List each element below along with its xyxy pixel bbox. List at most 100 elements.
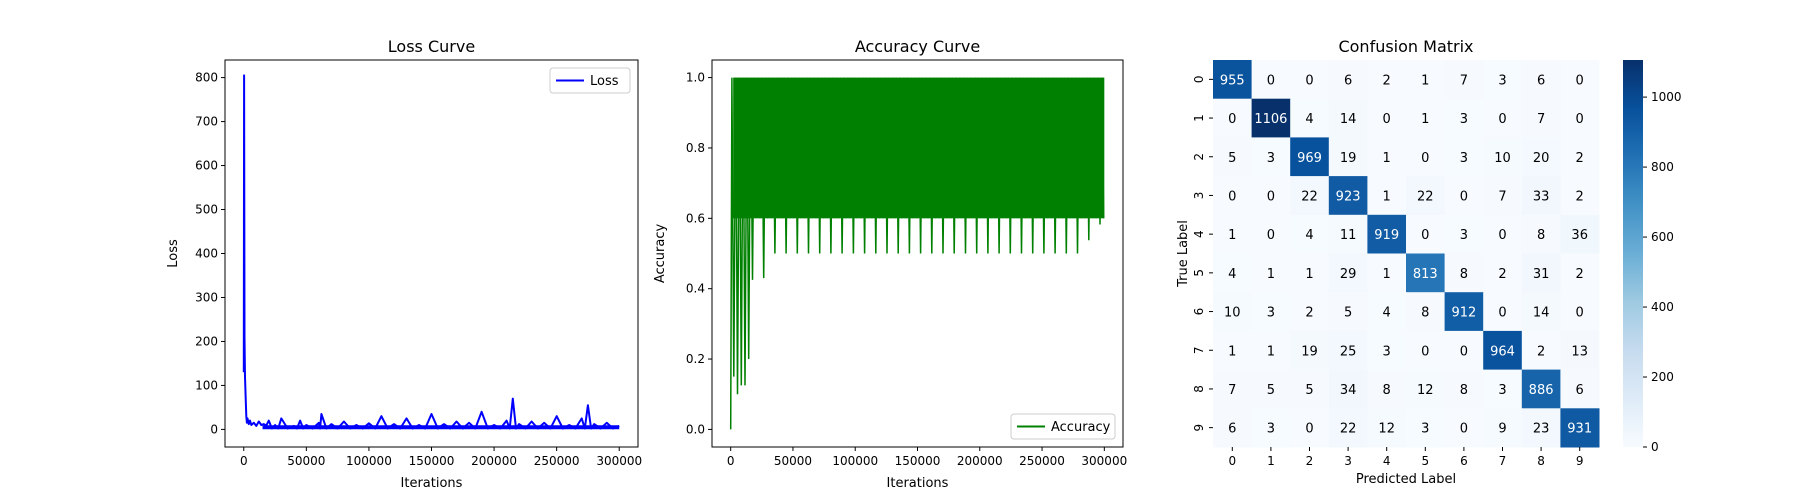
x-tick-label: 100000 [346, 454, 392, 468]
y-tick-label: 8 [1192, 385, 1206, 393]
cell-value-label: 919 [1374, 228, 1399, 243]
heatmap-cell [1328, 292, 1368, 332]
cell-value-label: 7 [1460, 73, 1468, 88]
cell-value-label: 1 [1383, 151, 1391, 166]
heatmap-cell [1406, 176, 1446, 216]
y-tick-label: 2 [1192, 153, 1206, 161]
x-tick-label: 6 [1460, 454, 1468, 468]
cell-value-label: 8 [1421, 306, 1429, 321]
heatmap-cell [1328, 369, 1368, 409]
cell-value-label: 0 [1228, 112, 1236, 127]
cell-value-label: 931 [1567, 422, 1592, 437]
y-tick-label: 0 [210, 422, 218, 436]
cell-value-label: 1 [1267, 267, 1275, 282]
colorbar-tick-label: 0 [1651, 440, 1659, 454]
heatmap-cell [1406, 330, 1446, 371]
heatmap-cell [1560, 176, 1600, 216]
heatmap-cell [1483, 408, 1523, 448]
chart-title: Accuracy Curve [855, 37, 980, 56]
cell-value-label: 1 [1421, 112, 1429, 127]
y-tick-label: 800 [195, 71, 218, 85]
x-tick-label: 3 [1344, 454, 1352, 468]
legend: Loss [549, 67, 631, 94]
cell-value-label: 0 [1267, 73, 1275, 88]
heatmap-cell [1290, 330, 1330, 371]
heatmap-cell [1521, 330, 1561, 371]
heatmap-cell [1213, 253, 1253, 293]
heatmap-cell [1521, 369, 1561, 409]
heatmap-cell [1521, 214, 1561, 254]
legend-box [549, 67, 631, 94]
heatmap-cell [1213, 369, 1253, 409]
legend-label: Accuracy [1051, 420, 1111, 435]
legend: Accuracy [1010, 413, 1116, 440]
heatmap-cell [1560, 98, 1600, 138]
colorbar-tick-label: 400 [1651, 300, 1674, 314]
plot-frame [711, 59, 1124, 448]
heatmap-cell [1406, 369, 1446, 409]
heatmap-cell [1213, 330, 1253, 371]
cell-value-label: 25 [1340, 344, 1357, 359]
cell-value-label: 0 [1421, 344, 1429, 359]
heatmap-cell [1290, 214, 1330, 254]
heatmap-cell [1560, 408, 1600, 448]
heatmap-cell [1483, 60, 1523, 100]
cell-value-label: 22 [1301, 189, 1318, 204]
x-tick-label: 4 [1383, 454, 1391, 468]
cell-value-label: 0 [1576, 306, 1584, 321]
accuracy-dense-band [733, 77, 1105, 219]
cell-value-label: 969 [1297, 151, 1322, 166]
cell-value-label: 2 [1383, 73, 1391, 88]
heatmap-cell [1406, 292, 1446, 332]
heatmap-cell [1483, 98, 1523, 138]
cell-value-label: 34 [1340, 383, 1357, 398]
cell-value-label: 8 [1537, 228, 1545, 243]
heatmap-cell [1521, 176, 1561, 216]
cell-value-label: 1 [1383, 267, 1391, 282]
cell-value-label: 31 [1533, 267, 1550, 282]
cell-value-label: 0 [1460, 344, 1468, 359]
heatmap-cell [1560, 292, 1600, 332]
heatmap-cell [1213, 408, 1253, 448]
cell-value-label: 923 [1336, 189, 1361, 204]
heatmap-cell [1560, 137, 1600, 177]
cell-value-label: 6 [1228, 422, 1236, 437]
cell-value-label: 7 [1537, 112, 1545, 127]
cell-value-label: 3 [1267, 306, 1275, 321]
heatmap-cell [1560, 214, 1600, 254]
cell-value-label: 1 [1228, 344, 1236, 359]
cell-value-label: 0 [1305, 422, 1313, 437]
y-tick-label: 0.2 [686, 352, 705, 366]
y-tick-label: 5 [1192, 269, 1206, 277]
heatmap-cell [1251, 369, 1291, 409]
cell-value-label: 22 [1340, 422, 1357, 437]
cell-value-label: 5 [1344, 306, 1352, 321]
heatmap-cell [1367, 176, 1407, 216]
x-tick-label: 7 [1499, 454, 1507, 468]
cell-value-label: 10 [1224, 306, 1241, 321]
y-axis-label: Accuracy [653, 224, 668, 284]
heatmap-cell [1521, 408, 1561, 448]
cell-value-label: 0 [1576, 112, 1584, 127]
heatmap-cell [1367, 60, 1407, 100]
cell-value-label: 9 [1498, 422, 1506, 437]
heatmap-cell [1328, 330, 1368, 371]
heatmap-cell [1251, 253, 1291, 293]
heatmap-cell [1290, 137, 1330, 177]
heatmap-cell [1560, 253, 1600, 293]
cell-value-label: 0 [1267, 228, 1275, 243]
cell-value-label: 2 [1576, 189, 1584, 204]
heatmap-cell [1444, 292, 1484, 332]
heatmap-cell [1251, 292, 1291, 332]
heatmap-cell [1367, 330, 1407, 371]
cell-value-label: 0 [1383, 112, 1391, 127]
cell-value-label: 886 [1529, 383, 1554, 398]
cell-value-label: 0 [1498, 228, 1506, 243]
y-tick-label: 7 [1192, 346, 1206, 354]
heatmap-cell [1483, 330, 1523, 371]
heatmap-cell [1328, 408, 1368, 448]
y-tick-label: 0.8 [686, 141, 705, 155]
heatmap-cell [1328, 214, 1368, 254]
chart-1: Accuracy Curve Iterations Accuracy 0 50000 10… [653, 37, 1127, 491]
colorbar-tick-label: 800 [1651, 160, 1674, 174]
